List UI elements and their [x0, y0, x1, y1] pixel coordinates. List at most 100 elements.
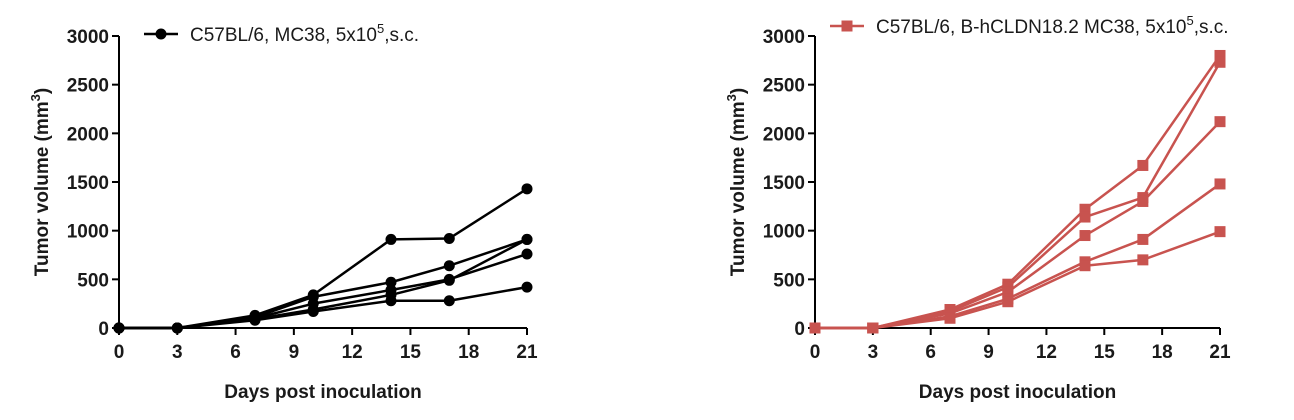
y-tick-label: 2500 [763, 76, 805, 97]
data-point [443, 232, 455, 244]
data-point [1137, 254, 1149, 266]
series-line [815, 182, 1221, 330]
data-point [1214, 178, 1226, 190]
x-tick-label: 6 [925, 342, 936, 363]
legend-label-end: ,s.c. [1194, 17, 1229, 38]
y-axis-title-superscript: 3 [28, 94, 43, 101]
x-tick-label: 12 [342, 342, 363, 363]
data-point [1137, 233, 1149, 245]
x-axis-title: Days post inoculation [224, 382, 421, 403]
series-3 [113, 248, 533, 334]
legend-marker [841, 20, 853, 32]
series-line [815, 54, 1222, 330]
y-axis-title-main: Tumor volume (mm [728, 101, 749, 276]
data-point [443, 274, 455, 286]
legend-label-end: ,s.c. [384, 25, 419, 46]
y-tick-label: 500 [773, 270, 805, 291]
data-point [249, 314, 261, 326]
y-tick-label: 1000 [67, 222, 109, 243]
x-tick-label: 21 [516, 342, 538, 363]
x-tick-label: 18 [458, 342, 479, 363]
series-5 [809, 226, 1226, 334]
y-tick-label: 3000 [763, 27, 805, 48]
data-point [385, 295, 397, 307]
x-tick-label: 0 [114, 342, 125, 363]
data-point [1214, 49, 1226, 61]
data-point [385, 276, 397, 288]
y-tick-label: 0 [794, 319, 805, 340]
y-axis-title-end: ) [32, 88, 53, 94]
x-tick-label: 15 [1094, 342, 1116, 363]
y-tick-label: 1500 [67, 173, 109, 194]
y-tick-label: 1500 [763, 173, 805, 194]
series-line [119, 238, 528, 330]
legend: C57BL/6, MC38, 5x105,s.c. [144, 21, 419, 46]
legend-label-main: C57BL/6, B-hCLDN18.2 MC38, 5x10 [876, 17, 1187, 38]
data-point [385, 233, 397, 245]
y-axis-title-main: Tumor volume (mm [32, 101, 53, 276]
x-tick-label: 0 [810, 342, 821, 363]
data-point [171, 322, 183, 334]
data-point [1214, 226, 1226, 238]
legend-label-superscript: 5 [377, 21, 384, 36]
series-line [815, 61, 1222, 330]
x-tick-label: 15 [400, 342, 422, 363]
x-tick-label: 3 [868, 342, 879, 363]
chart-2: 0 500 1000 1500 2000 2500 3000 0 3 6 9 12 15 18 21 Days… [724, 13, 1231, 403]
x-tick-label: 12 [1036, 342, 1057, 363]
data-point [1002, 296, 1014, 308]
legend: C57BL/6, B-hCLDN18.2 MC38, 5x105,s.c. [830, 13, 1229, 38]
legend-marker [155, 28, 167, 40]
series-4 [113, 233, 533, 334]
x-tick-label: 6 [230, 342, 241, 363]
legend-label-main: C57BL/6, MC38, 5x10 [190, 25, 377, 46]
y-tick-label: 2000 [763, 124, 805, 145]
series-4 [809, 178, 1226, 334]
data-point [1002, 286, 1014, 298]
data-point [307, 305, 319, 317]
data-point [521, 248, 533, 260]
series-line [119, 252, 528, 330]
x-tick-label: 9 [983, 342, 994, 363]
series-1 [809, 49, 1226, 334]
data-point [443, 295, 455, 307]
data-point [1214, 56, 1226, 68]
x-axis-title: Days post inoculation [919, 382, 1116, 403]
x-tick-label: 3 [172, 342, 183, 363]
data-point [443, 260, 455, 272]
data-point [1137, 195, 1149, 207]
data-point [1214, 116, 1226, 128]
data-point [521, 183, 533, 195]
series-5 [113, 281, 533, 334]
series-2 [809, 56, 1226, 334]
data-point [809, 322, 821, 334]
legend-label: C57BL/6, MC38, 5x105,s.c. [190, 21, 419, 46]
data-point [521, 281, 533, 293]
data-point [1079, 203, 1091, 215]
y-tick-label: 0 [98, 319, 109, 340]
chart-1: 0 500 1000 1500 2000 2500 3000 0 3 6 9 12 15 18 21 Days… [28, 21, 538, 403]
data-point [113, 322, 125, 334]
data-point [1079, 260, 1091, 272]
data-point [1079, 230, 1091, 242]
data-point [1137, 159, 1149, 171]
y-axis-title: Tumor volume (mm3) [724, 88, 749, 276]
y-tick-label: 3000 [67, 27, 109, 48]
x-tick-label: 9 [289, 342, 300, 363]
y-axis-title-end: ) [728, 88, 749, 94]
data-point [867, 322, 879, 334]
data-point [521, 233, 533, 245]
data-point [944, 312, 956, 324]
legend-label: C57BL/6, B-hCLDN18.2 MC38, 5x105,s.c. [876, 13, 1229, 38]
x-tick-label: 18 [1152, 342, 1173, 363]
x-tick-label: 21 [1209, 342, 1231, 363]
series-2 [113, 233, 533, 334]
y-axis-title-superscript: 3 [724, 94, 739, 101]
y-axis-title: Tumor volume (mm3) [28, 88, 53, 276]
y-tick-label: 1000 [763, 222, 805, 243]
series-line [119, 238, 528, 330]
data-point [1079, 211, 1091, 223]
legend-label-superscript: 5 [1187, 13, 1194, 28]
y-tick-label: 2000 [67, 124, 109, 145]
